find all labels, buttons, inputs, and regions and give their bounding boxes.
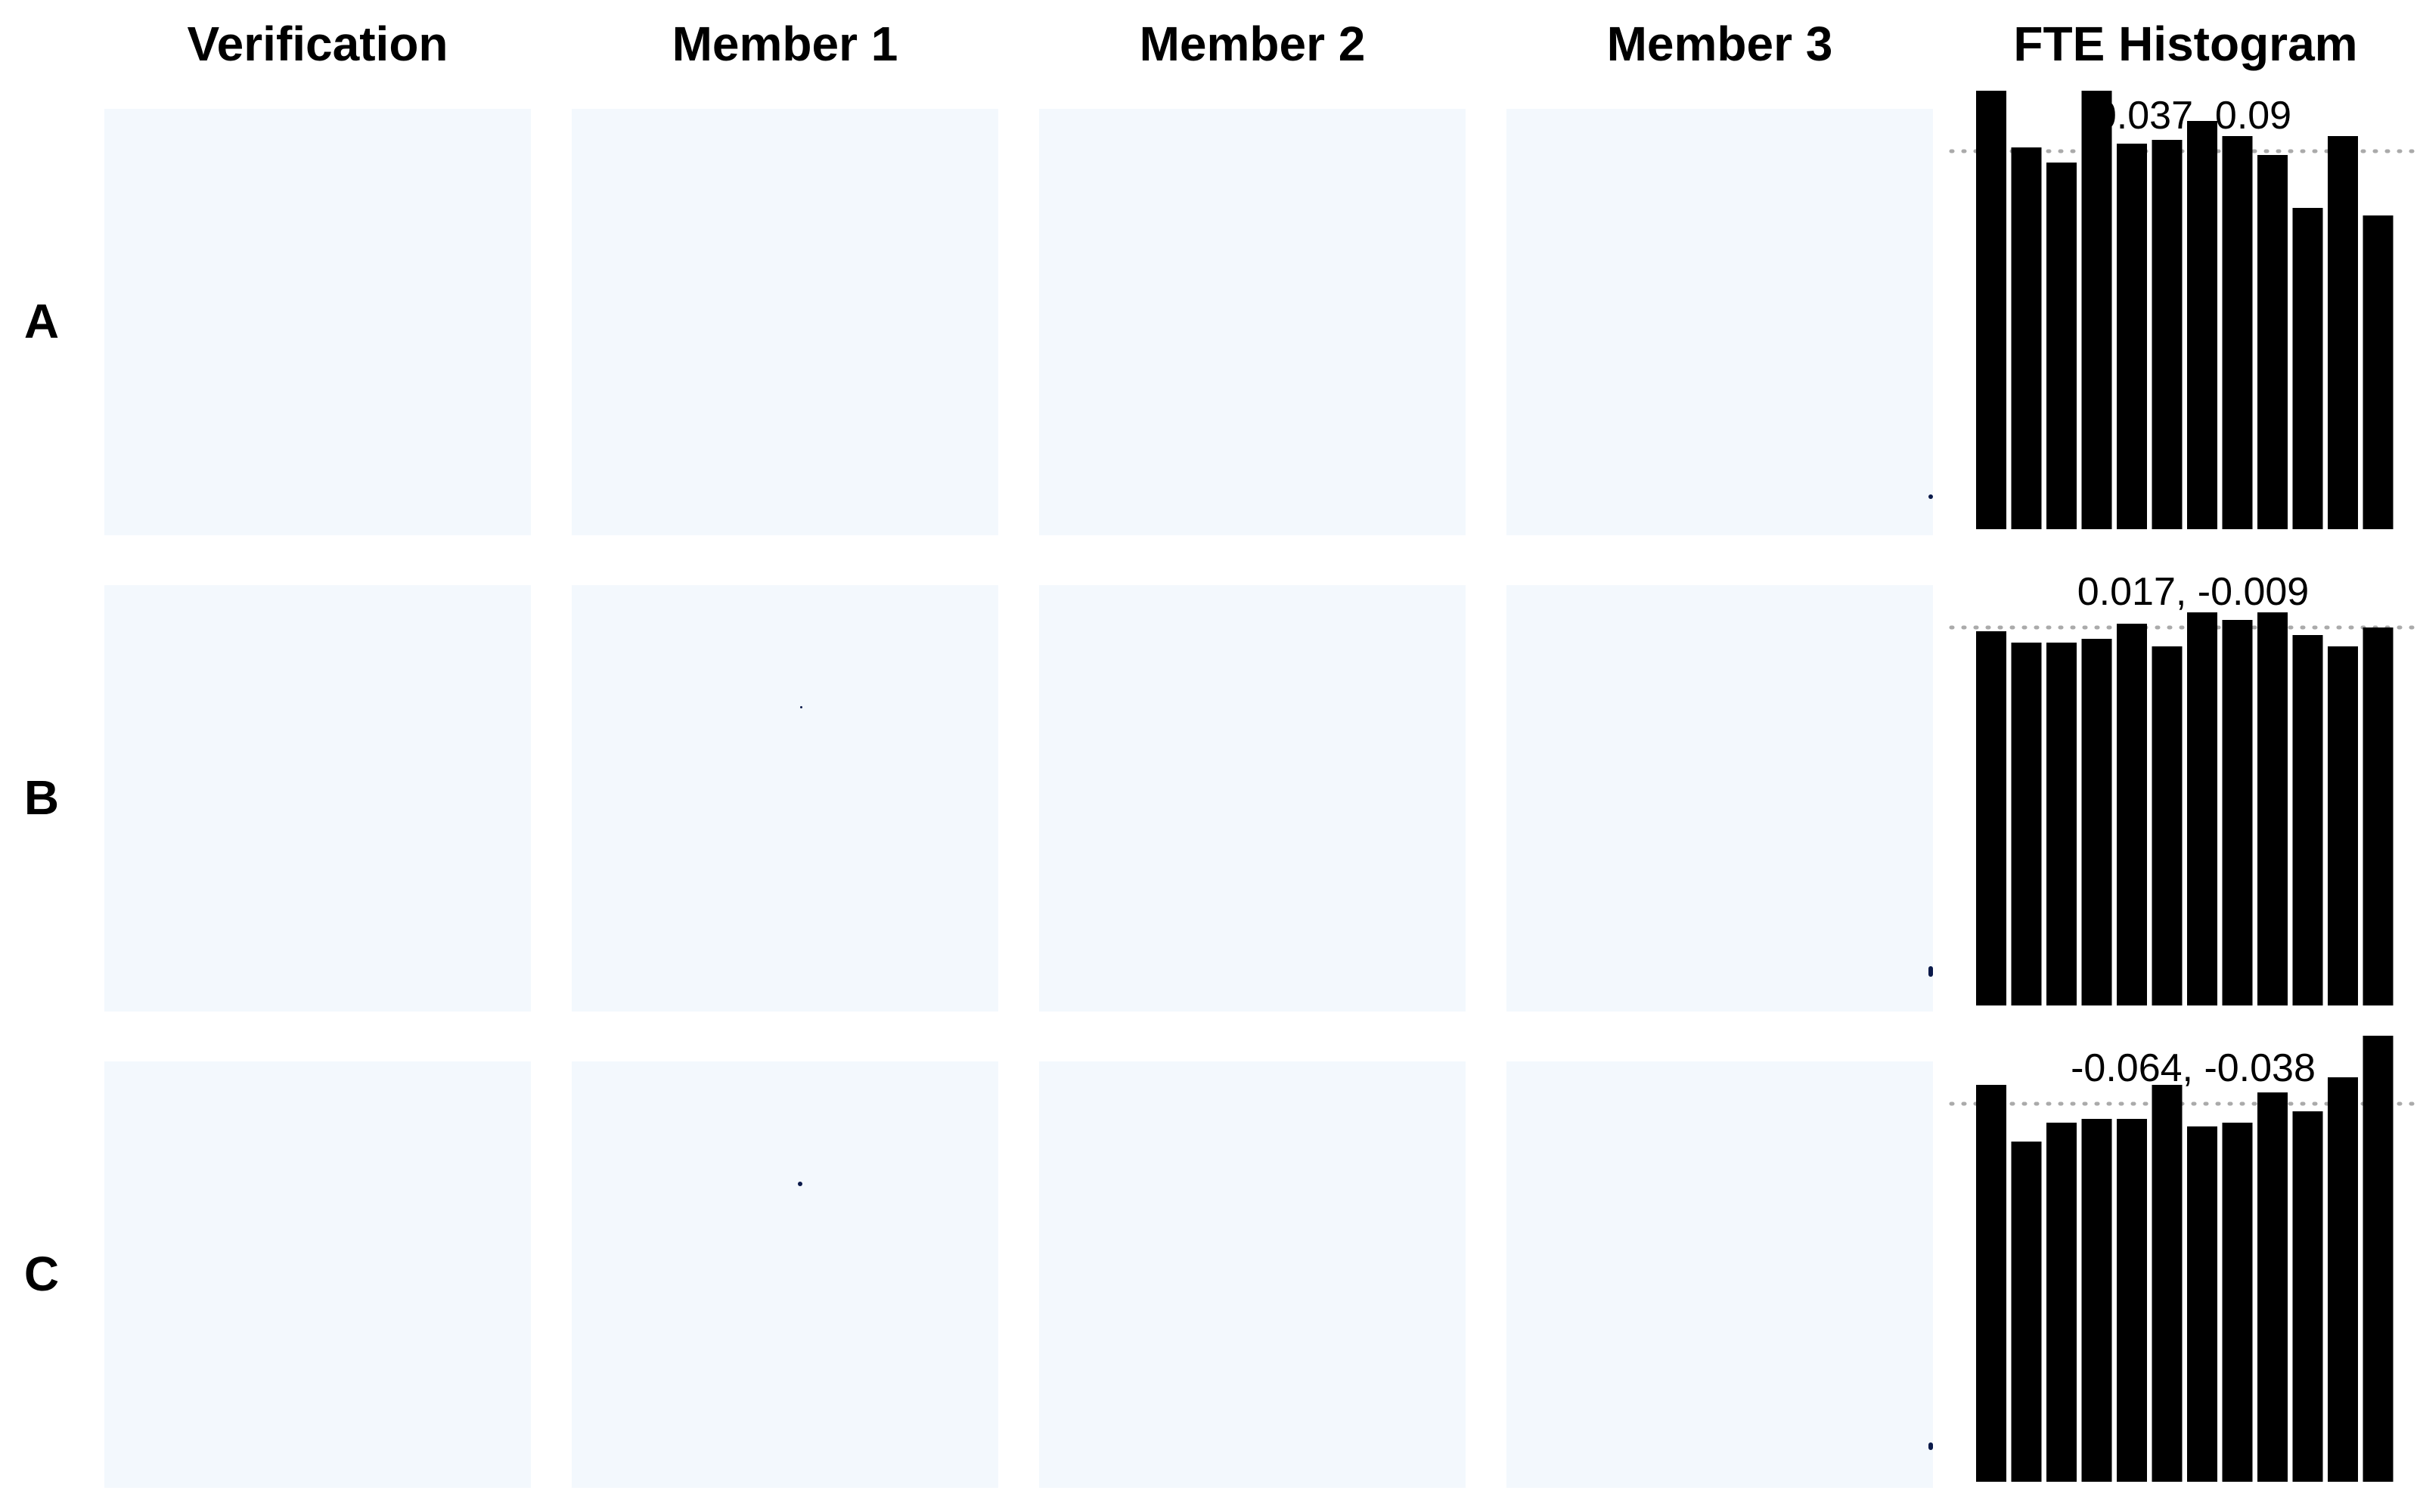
histogram-bar xyxy=(2292,208,2323,529)
histogram-bar xyxy=(2222,620,2253,1005)
histogram-c: -0.064, -0.038 xyxy=(1949,1036,2420,1482)
histogram-bar xyxy=(2257,1092,2288,1482)
panel-a-member-3 xyxy=(1506,109,1933,535)
panel-b-member-1 xyxy=(572,585,998,1012)
histogram-bar xyxy=(2117,1119,2147,1482)
histogram-bar xyxy=(2046,163,2077,529)
histogram-bar xyxy=(2187,612,2217,1005)
row-label-a: A xyxy=(23,294,60,349)
header-fte-histogram: FTE Histogram xyxy=(2013,17,2358,71)
panel-c-member-1 xyxy=(572,1061,998,1488)
header-member-3: Member 3 xyxy=(1606,17,1833,71)
panel-b-verification xyxy=(104,585,531,1012)
speck-a-member-3 xyxy=(1928,494,1933,499)
histogram-bar xyxy=(2081,1119,2112,1482)
histogram-bar xyxy=(2328,136,2358,529)
header-member-2: Member 2 xyxy=(1139,17,1366,71)
histogram-bar xyxy=(2292,1111,2323,1482)
histogram-bar xyxy=(1976,631,2006,1005)
histogram-bar xyxy=(2187,121,2217,529)
histogram-bar xyxy=(2222,1123,2253,1482)
speck-b-member-1 xyxy=(800,706,802,708)
histogram-bar xyxy=(2152,140,2183,529)
speck-b-member-3 xyxy=(1928,966,1933,977)
histogram-bar xyxy=(2257,612,2288,1005)
histogram-bar xyxy=(2152,646,2183,1005)
histogram-bar xyxy=(2363,627,2394,1005)
panel-a-member-1 xyxy=(572,109,998,535)
histogram-bar xyxy=(2292,635,2323,1005)
histogram-bar xyxy=(2081,91,2112,529)
histogram-bar xyxy=(2081,639,2112,1005)
panel-c-member-3 xyxy=(1506,1061,1933,1488)
histogram-b-stat-label: 0.017, -0.009 xyxy=(2077,570,2309,614)
histogram-bar xyxy=(2363,1036,2394,1482)
panel-a-verification xyxy=(104,109,531,535)
histogram-bar xyxy=(2363,215,2394,529)
histogram-bar xyxy=(2117,624,2147,1005)
panel-c-verification xyxy=(104,1061,531,1488)
panel-a-member-2 xyxy=(1039,109,1466,535)
histogram-b: 0.017, -0.009 xyxy=(1949,570,2420,1005)
histogram-bar xyxy=(2328,1077,2358,1482)
histogram-bar xyxy=(1976,1085,2006,1482)
histogram-bar xyxy=(2222,136,2253,529)
histogram-bar xyxy=(2117,144,2147,529)
histogram-bar xyxy=(2257,155,2288,529)
histogram-bar xyxy=(2187,1126,2217,1482)
row-label-c: C xyxy=(23,1247,60,1301)
histogram-c-stat-label: -0.064, -0.038 xyxy=(2071,1046,2316,1090)
row-label-b: B xyxy=(23,770,60,825)
histogram-a-stat-label: 0.037, 0.09 xyxy=(2095,94,2291,138)
histogram-bar xyxy=(2046,643,2077,1005)
panel-b-member-2 xyxy=(1039,585,1466,1012)
histogram-bar xyxy=(2011,1142,2042,1482)
speck-c-member-3 xyxy=(1928,1442,1933,1450)
histogram-bar xyxy=(2152,1085,2183,1482)
histogram-bar xyxy=(2011,643,2042,1005)
histogram-bar xyxy=(2046,1123,2077,1482)
panel-c-member-2 xyxy=(1039,1061,1466,1488)
histogram-bar xyxy=(2328,646,2358,1005)
header-member-1: Member 1 xyxy=(672,17,898,71)
header-verification: Verification xyxy=(187,17,448,71)
panel-b-member-3 xyxy=(1506,585,1933,1012)
speck-c-member-1 xyxy=(798,1182,802,1186)
histogram-bar xyxy=(2011,147,2042,529)
histogram-a: 0.037, 0.09 xyxy=(1949,91,2420,529)
histogram-bar xyxy=(1976,91,2006,529)
